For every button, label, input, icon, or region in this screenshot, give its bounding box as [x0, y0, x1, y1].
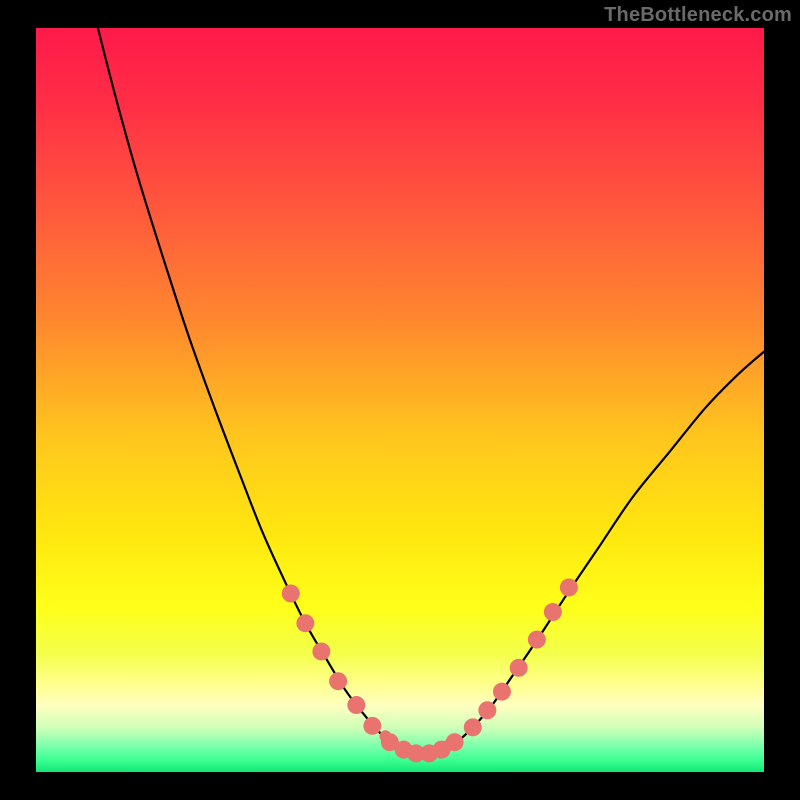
gradient-background: [36, 28, 764, 772]
marker-dot: [296, 614, 314, 632]
marker-dot: [510, 659, 528, 677]
marker-dot-small: [441, 740, 453, 752]
marker-dot: [544, 603, 562, 621]
marker-dot: [282, 584, 300, 602]
marker-dot-small: [379, 730, 391, 742]
marker-dot: [329, 672, 347, 690]
marker-dot: [560, 578, 578, 596]
chart-svg: [36, 28, 764, 772]
marker-dot: [493, 683, 511, 701]
watermark-text: TheBottleneck.com: [604, 4, 792, 27]
marker-dot: [347, 696, 365, 714]
marker-dot: [312, 642, 330, 660]
marker-dot: [363, 717, 381, 735]
chart-stage: TheBottleneck.com: [0, 0, 800, 800]
marker-dot: [478, 701, 496, 719]
plot-area: [36, 28, 764, 772]
marker-dot: [528, 631, 546, 649]
marker-dot: [464, 718, 482, 736]
